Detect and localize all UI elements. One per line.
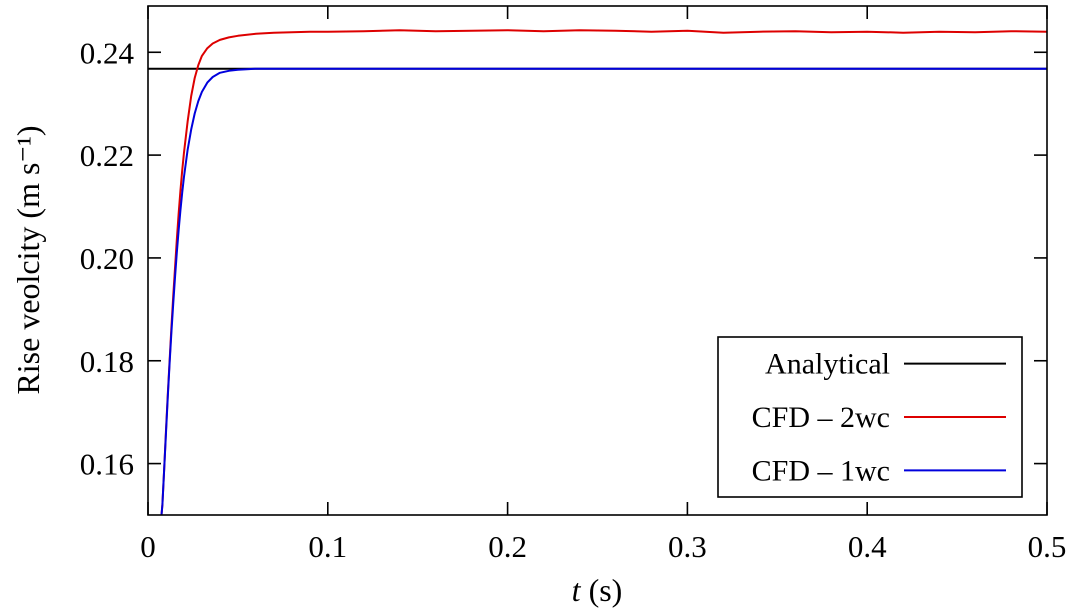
x-tick-label: 0.4 [848,529,887,564]
y-tick-label: 0.16 [80,447,134,482]
x-axis-label: t (s) [572,572,623,609]
y-tick-label: 0.18 [80,344,134,379]
plot-border [147,5,1048,516]
x-tick-label: 0.1 [308,529,347,564]
x-tick-label: 0 [140,529,156,564]
x-axis-label-variable: t [571,572,581,608]
x-axis-label-unit: (s) [580,572,623,608]
legend-label-analytical: Analytical [765,348,890,381]
x-tick-label: 0.3 [668,529,707,564]
y-tick-label: 0.20 [80,241,134,276]
y-tick-label: 0.24 [80,35,135,70]
series-line-cfd-1wc [160,67,1047,515]
y-tick-label: 0.22 [80,138,134,173]
y-axis-label: Rise veolcity (m s⁻¹) [10,125,46,395]
series-group [148,29,1047,515]
legend-label-cfd-1wc: CFD – 1wc [752,454,890,487]
x-tick-label: 0.5 [1028,529,1067,564]
legend-label-cfd-2wc: CFD – 2wc [752,401,890,434]
x-tick-label: 0.2 [488,529,527,564]
